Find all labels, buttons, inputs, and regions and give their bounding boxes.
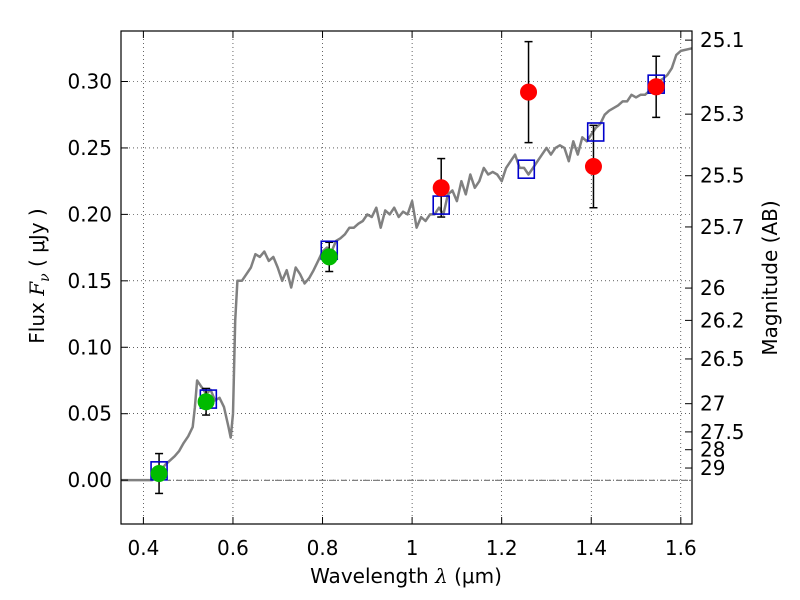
- x-tick-labels: 0.4 0.6 0.8 1 1.2 1.4 1.6: [127, 536, 696, 560]
- y-axis-label: Flux Fν ( μJy ): [25, 208, 54, 343]
- x-tick-label: 1.4: [575, 536, 607, 560]
- y-tick-label: 0.00: [67, 468, 112, 492]
- y-tick-label: 0.20: [67, 202, 112, 226]
- observed-flux-point: [197, 393, 215, 411]
- observed-flux-point: [584, 158, 602, 176]
- y-tick-label: 0.25: [67, 136, 112, 160]
- magnitude-tick-label: 25.5: [700, 164, 745, 188]
- magnitude-tick-label: 28: [700, 438, 725, 462]
- x-tick-label: 1.6: [665, 536, 697, 560]
- magnitude-tick-label: 26.5: [700, 347, 745, 371]
- x-tick-label: 0.8: [307, 536, 339, 560]
- magnitude-tick-label: 25.7: [700, 215, 745, 239]
- y-tick-label: 0.15: [67, 269, 112, 293]
- magnitude-tick-label: 26.2: [700, 308, 745, 332]
- magnitude-axis-label: Magnitude (AB): [758, 200, 782, 355]
- observed-flux-point: [150, 465, 168, 483]
- x-tick-label: 1.2: [486, 536, 518, 560]
- x-tick-label: 1: [406, 536, 419, 560]
- model-photometry-markers: [150, 74, 665, 481]
- observed-flux-point: [320, 248, 338, 266]
- plot-frame: [120, 30, 693, 525]
- y-tick-labels: 0.00 0.05 0.10 0.15 0.20 0.25 0.30: [67, 69, 112, 492]
- y-axis-label-symbol: F: [25, 281, 49, 297]
- magnitude-tick-label: 25.1: [700, 28, 745, 52]
- x-tick-label: 0.4: [127, 536, 159, 560]
- magnitude-tick-label: 27: [700, 392, 725, 416]
- observed-photometry-markers: [150, 78, 665, 483]
- model-photometry-square: [586, 122, 605, 142]
- y-tick-label: 0.10: [67, 335, 112, 359]
- grid: [121, 31, 692, 524]
- observed-flux-point: [520, 83, 538, 101]
- x-tick-label: 0.6: [217, 536, 249, 560]
- x-axis-label: Wavelength λ (μm): [310, 564, 502, 588]
- x-axis-label-text: Wavelength: [310, 564, 429, 588]
- magnitude-tick-label: 25.3: [700, 102, 745, 126]
- y-tick-label: 0.05: [67, 402, 112, 426]
- model-photometry-square: [517, 159, 536, 179]
- y-axis-label-text: Flux: [25, 302, 49, 344]
- y-axis-label-subscript: ν: [37, 273, 53, 282]
- axis-ticks: [121, 31, 692, 524]
- x-axis-label-unit: (μm): [454, 564, 502, 588]
- y-axis-label-unit: ( μJy ): [25, 208, 49, 267]
- observed-flux-point: [432, 179, 450, 197]
- y-tick-label: 0.30: [67, 69, 112, 93]
- magnitude-tick-label: 29: [700, 456, 725, 480]
- magnitude-tick-label: 27.5: [700, 420, 745, 444]
- x-axis-label-symbol: λ: [434, 564, 448, 588]
- magnitude-tick-label: 26: [700, 276, 725, 300]
- observed-flux-point: [647, 78, 665, 96]
